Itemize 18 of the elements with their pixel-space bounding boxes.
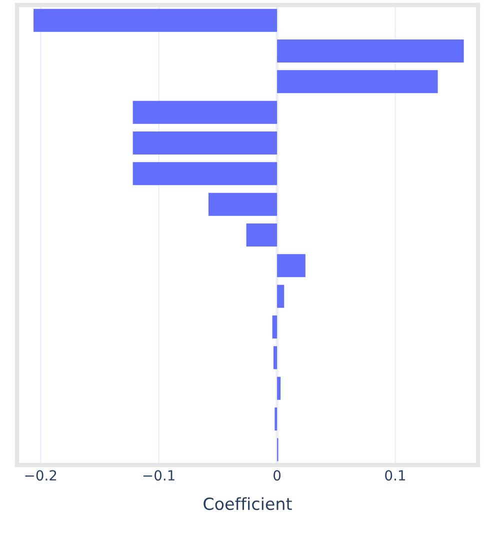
bar xyxy=(132,100,278,124)
x-axis-title: Coefficient xyxy=(204,497,292,510)
x-tick-label: 0.1 xyxy=(385,470,406,481)
bar xyxy=(277,40,464,62)
bar xyxy=(277,254,306,278)
bar xyxy=(132,132,278,154)
bar xyxy=(208,192,278,216)
bar xyxy=(132,162,278,186)
bar xyxy=(277,376,281,400)
x-tick-label: 0 xyxy=(274,470,281,481)
bar xyxy=(277,284,284,308)
bar xyxy=(272,316,278,338)
x-tick-label: −0.2 xyxy=(25,470,56,481)
bar xyxy=(274,346,278,370)
bar xyxy=(246,224,278,246)
bar xyxy=(274,408,278,430)
bar xyxy=(277,70,438,94)
x-tick-label: −0.1 xyxy=(143,470,174,481)
